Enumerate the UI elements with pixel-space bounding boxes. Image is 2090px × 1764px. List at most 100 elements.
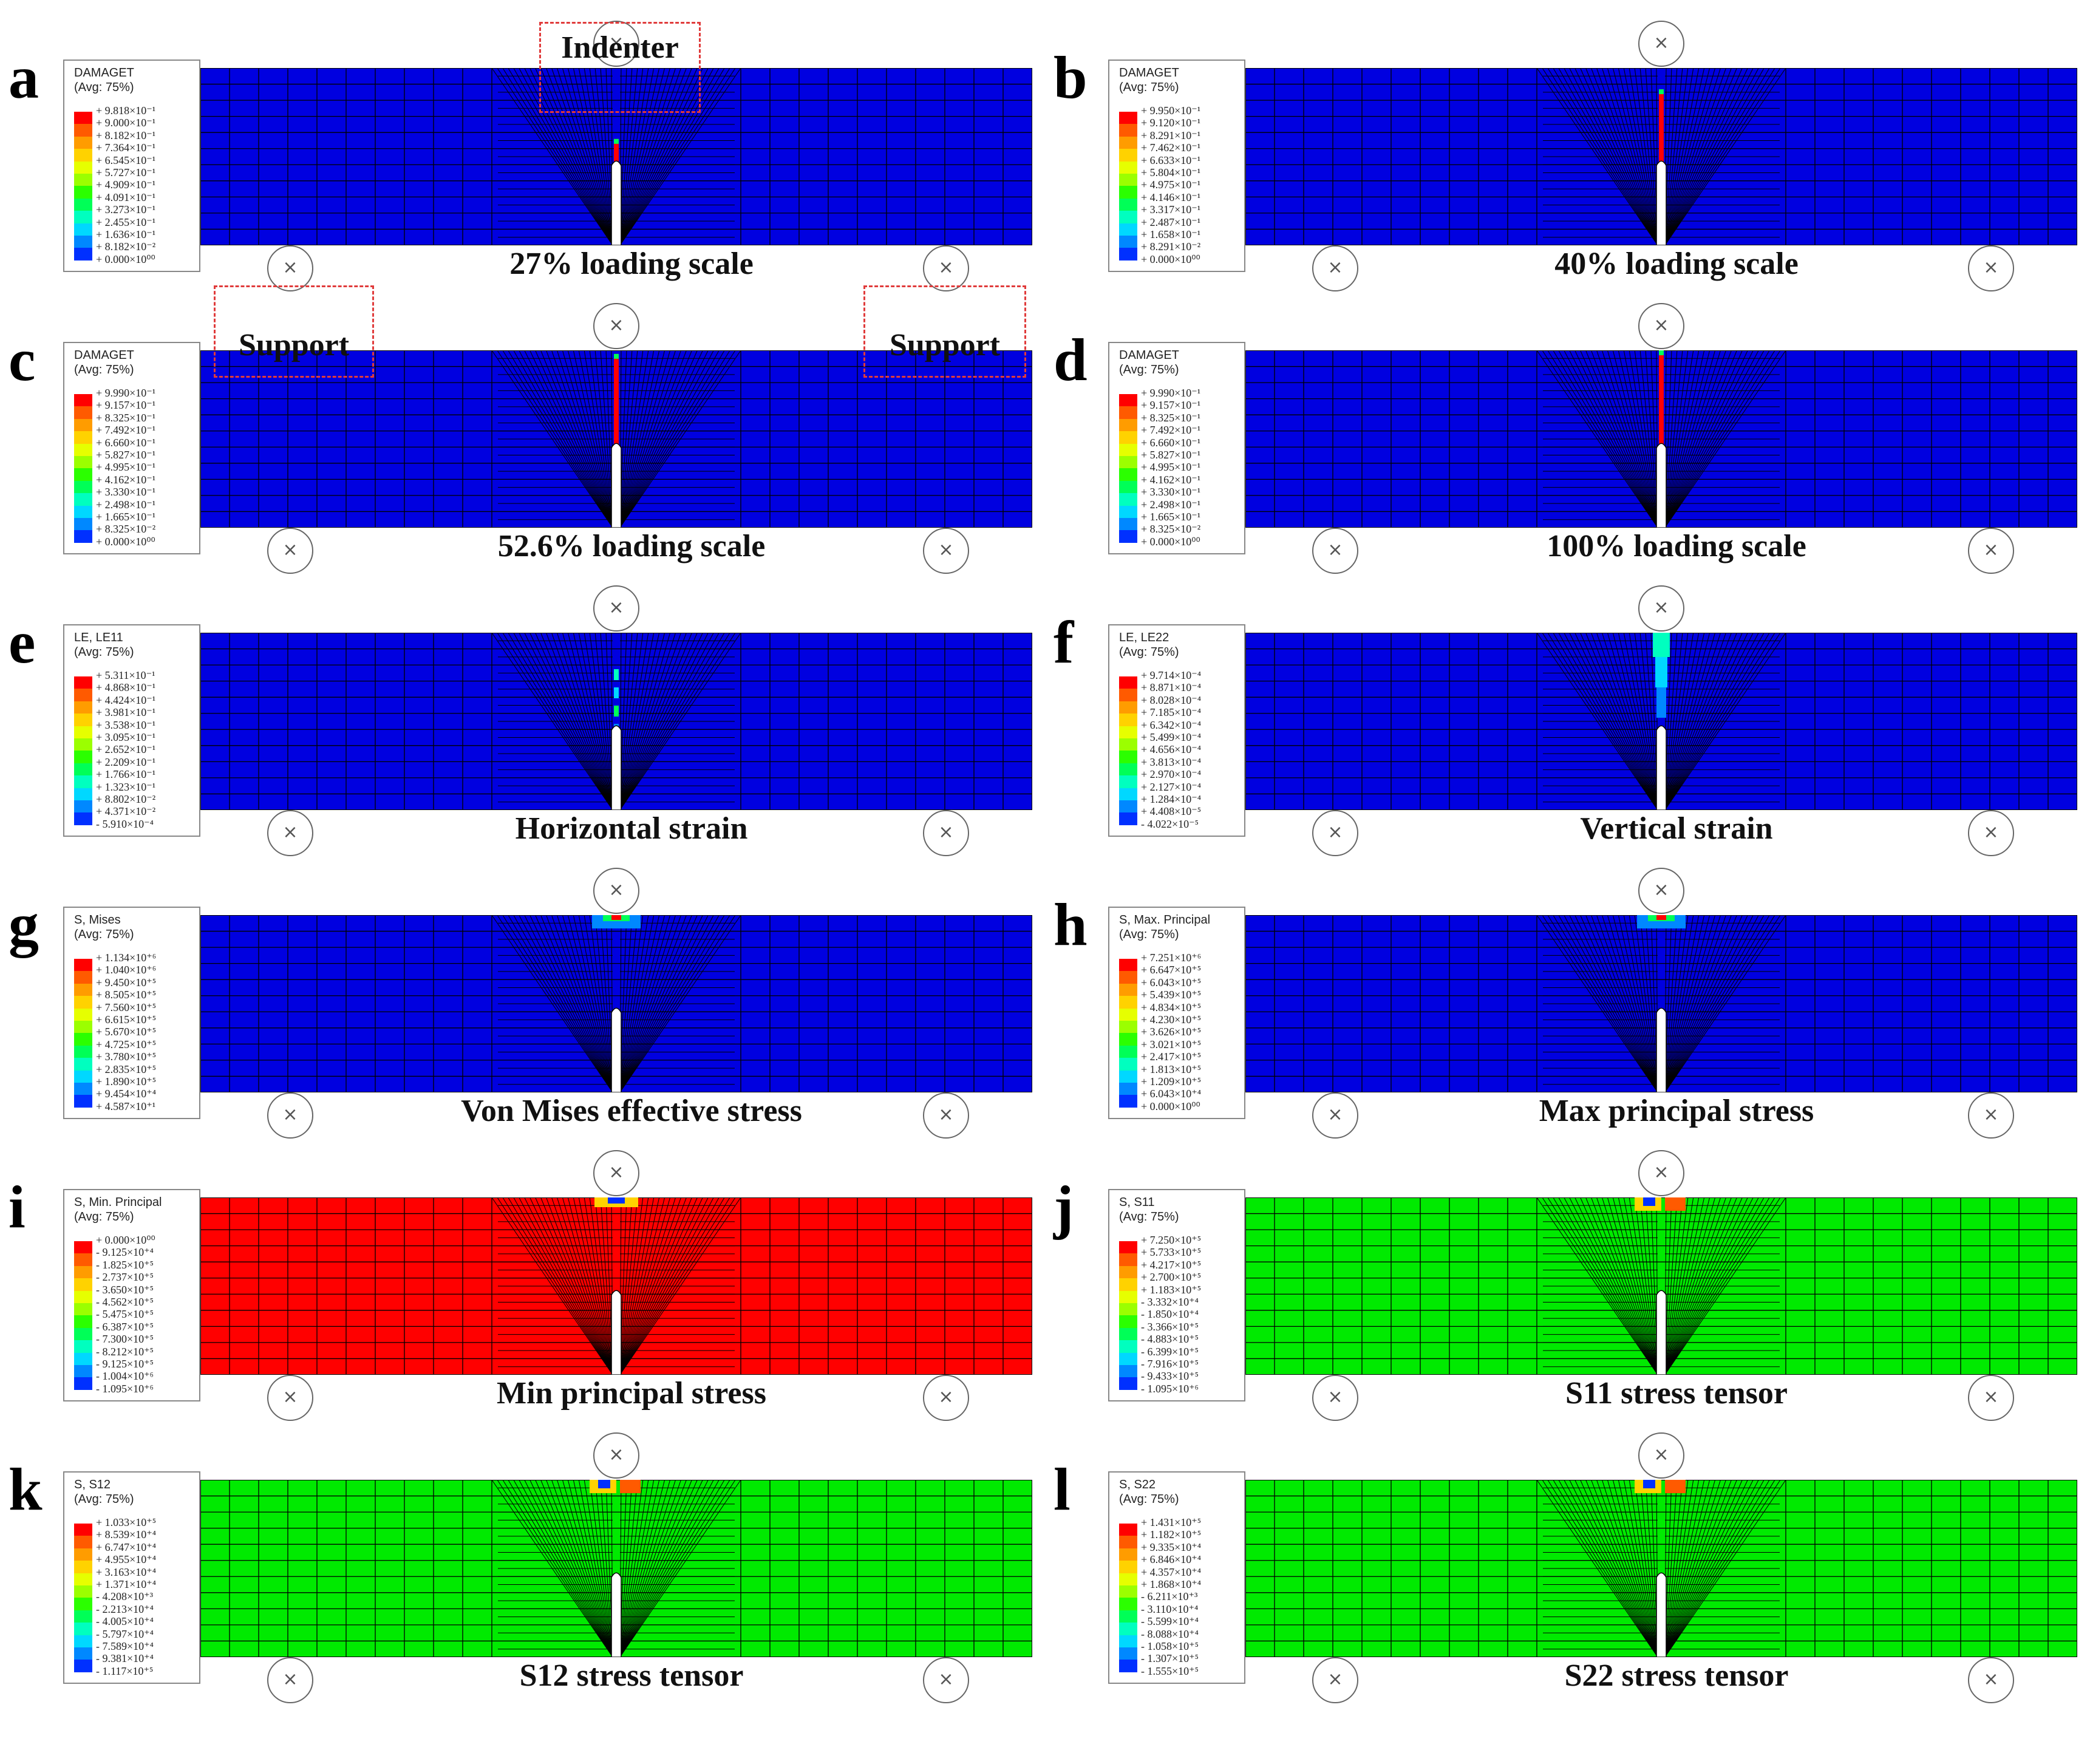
- legend-value: - 7.300×10⁺⁵: [96, 1333, 154, 1346]
- legend-swatch: [74, 713, 92, 726]
- legend-value: + 8.539×10⁺⁴: [96, 1528, 157, 1541]
- legend-title: DAMAGET: [74, 66, 134, 80]
- legend-value: + 1.182×10⁺⁵: [1141, 1528, 1202, 1541]
- left-support-marker: ×: [267, 810, 313, 856]
- legend-swatch: [74, 1524, 92, 1536]
- legend-value: + 0.000×10⁰⁰: [1141, 535, 1200, 548]
- legend-swatch: [1119, 689, 1137, 701]
- legend-swatch: [74, 1241, 92, 1254]
- right-support-marker: ×: [1968, 810, 2014, 856]
- right-support-marker: ×: [923, 245, 969, 291]
- legend-value: + 3.095×10⁻¹: [96, 731, 156, 744]
- left-support-marker: ×: [267, 245, 313, 291]
- legend-color-bar: [74, 1241, 92, 1390]
- legend-swatch: [1119, 1377, 1137, 1390]
- legend-swatch: [74, 738, 92, 751]
- legend-value: + 4.868×10⁻¹: [96, 681, 156, 694]
- panel-caption: 100% loading scale: [1547, 529, 1806, 564]
- legend-value: - 9.433×10⁺⁵: [1141, 1370, 1199, 1383]
- indenter-callout: Indenter: [539, 22, 701, 113]
- contour-legend: DAMAGET (Avg: 75%) + 9.818×10⁻¹ + 9.000×10⁻…: [63, 60, 200, 272]
- legend-value: + 1.183×10⁺⁵: [1141, 1283, 1202, 1296]
- legend-value: + 3.538×10⁻¹: [96, 718, 156, 731]
- legend-value: - 8.212×10⁺⁵: [96, 1345, 154, 1358]
- legend-value: + 3.021×10⁺⁵: [1141, 1038, 1202, 1051]
- legend-value: - 5.475×10⁺⁵: [96, 1308, 154, 1321]
- contour-legend: S, Max. Principal (Avg: 75%) + 7.251×10⁺⁶ +…: [1108, 907, 1245, 1119]
- legend-value: + 3.981×10⁻¹: [96, 706, 156, 719]
- legend-swatch: [1119, 1585, 1137, 1598]
- legend-swatch: [74, 1045, 92, 1058]
- legend-value: + 5.827×10⁻¹: [1141, 449, 1201, 461]
- result-highlight: [614, 138, 619, 166]
- legend-swatch: [74, 1536, 92, 1548]
- legend-value: + 9.990×10⁻¹: [1141, 387, 1201, 399]
- damage-band: [1659, 89, 1664, 166]
- legend-swatch: [1119, 394, 1137, 407]
- legend-swatch: [74, 1253, 92, 1266]
- legend-swatch: [1119, 959, 1137, 972]
- result-highlight: [594, 1197, 638, 1207]
- legend-value: + 6.660×10⁻¹: [1141, 436, 1201, 449]
- legend-swatch: [1119, 751, 1137, 763]
- legend-title: S, Mises: [74, 913, 121, 927]
- legend-swatch: [74, 223, 92, 236]
- legend-swatch: [74, 173, 92, 186]
- left-support-marker: ×: [1312, 1092, 1358, 1139]
- legend-value: + 0.000×10⁰⁰: [96, 253, 155, 265]
- legend-value: + 2.970×10⁻⁴: [1141, 768, 1202, 781]
- legend-swatch: [74, 418, 92, 432]
- panel-g: g S, Mises (Avg: 75%) + 1.134×10⁺⁶ + 1.040×1…: [0, 847, 1045, 1139]
- legend-value: + 9.157×10⁻¹: [96, 399, 156, 412]
- legend-swatch: [74, 480, 92, 494]
- legend-title: S, Max. Principal: [1119, 913, 1211, 927]
- indenter-marker: ×: [593, 21, 639, 67]
- legend-value: + 1.431×10⁺⁵: [1141, 1516, 1202, 1528]
- legend-swatch: [74, 1290, 92, 1303]
- panel-caption: Min principal stress: [497, 1376, 766, 1411]
- notch: [611, 725, 622, 810]
- legend-color-bar: [74, 394, 92, 543]
- contour-legend: DAMAGET (Avg: 75%) + 9.990×10⁻¹ + 9.157×10⁻…: [63, 342, 200, 554]
- legend-swatch: [1119, 223, 1137, 236]
- legend-swatch: [74, 1635, 92, 1647]
- legend-value: + 4.162×10⁻¹: [1141, 473, 1201, 486]
- legend-swatch: [1119, 1253, 1137, 1266]
- result-highlight: [1635, 1197, 1686, 1211]
- legend-values: + 1.134×10⁺⁶ + 1.040×10⁺⁶ + 9.450×10⁺⁵ + 8.…: [96, 952, 156, 1112]
- legend-title: S, S12: [74, 1478, 111, 1491]
- legend-swatch: [74, 1020, 92, 1034]
- legend-averaging: (Avg: 75%): [74, 81, 134, 94]
- legend-value: + 1.040×10⁺⁶: [96, 964, 157, 976]
- legend-value: - 5.910×10⁻⁴: [96, 817, 154, 830]
- mesh-lines: [200, 1197, 1032, 1375]
- legend-swatch: [1119, 1008, 1137, 1021]
- legend-color-bar: [74, 1524, 92, 1672]
- legend-swatch: [1119, 1524, 1137, 1536]
- left-support-marker: ×: [1312, 1375, 1358, 1421]
- legend-value: + 4.834×10⁺⁵: [1141, 1001, 1202, 1013]
- panel-label: a: [9, 44, 39, 111]
- legend-value: + 3.163×10⁺⁴: [96, 1565, 157, 1578]
- legend-swatch: [1119, 124, 1137, 137]
- legend-value: - 4.005×10⁺⁴: [96, 1615, 154, 1628]
- legend-swatch: [74, 751, 92, 763]
- legend-value: + 3.780×10⁺⁵: [96, 1051, 157, 1063]
- legend-swatch: [1119, 1033, 1137, 1046]
- support-callout-right: Support: [863, 285, 1026, 378]
- indenter-marker: ×: [593, 303, 639, 349]
- notch: [611, 1290, 622, 1375]
- panel-f: f LE, LE22 (Avg: 75%) + 9.714×10⁻⁴ + 8.871×1…: [1045, 565, 2090, 856]
- fem-beam-mesh: [1245, 68, 2077, 245]
- legend-swatch: [1119, 1303, 1137, 1316]
- legend-swatch: [1119, 136, 1137, 149]
- legend-swatch: [74, 1623, 92, 1635]
- legend-value: + 4.995×10⁻¹: [1141, 461, 1201, 474]
- legend-swatch: [1119, 161, 1137, 174]
- legend-values: + 9.950×10⁻¹ + 9.120×10⁻¹ + 8.291×10⁻¹ + 7.…: [1141, 104, 1200, 265]
- refined-mesh-fan: [491, 68, 741, 245]
- legend-value: + 2.127×10⁻⁴: [1141, 780, 1202, 793]
- legend-value: - 5.797×10⁺⁴: [96, 1627, 154, 1640]
- legend-swatch: [1119, 1020, 1137, 1034]
- legend-value: - 2.213×10⁺⁴: [96, 1602, 154, 1615]
